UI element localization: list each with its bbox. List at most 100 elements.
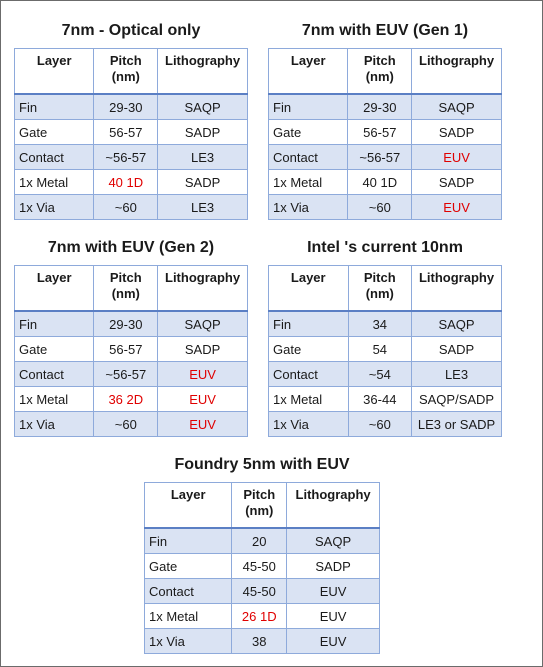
cell-litho: EUV bbox=[157, 386, 248, 412]
cell-layer: 1x Via bbox=[267, 194, 349, 220]
cell-litho: EUV bbox=[411, 194, 502, 220]
table-row: Fin 20 SAQP bbox=[143, 527, 380, 554]
header-pitch-text: Pitch (nm) bbox=[109, 53, 142, 84]
table-row: Fin 29-30 SAQP bbox=[267, 93, 502, 120]
table-title: 7nm with EUV (Gen 1) bbox=[301, 22, 469, 39]
cell-litho: LE3 or SADP bbox=[411, 411, 502, 437]
table-title: Foundry 5nm with EUV bbox=[174, 456, 350, 473]
header-pitch-text: Pitch (nm) bbox=[243, 487, 276, 518]
cell-litho: LE3 bbox=[411, 361, 502, 387]
header-lithography: Lithography bbox=[157, 265, 248, 312]
cell-layer: 1x Via bbox=[143, 628, 233, 654]
cell-litho: EUV bbox=[157, 361, 248, 387]
table-row: Gate 56-57 SADP bbox=[13, 336, 248, 362]
cell-litho: SADP bbox=[157, 336, 248, 362]
table-row: Fin 29-30 SAQP bbox=[13, 93, 248, 120]
cell-litho: SAQP bbox=[411, 310, 502, 337]
table-title: 7nm - Optical only bbox=[61, 22, 201, 39]
header-lithography-text: Lithography bbox=[165, 53, 241, 68]
cell-pitch: 40 1D bbox=[93, 169, 159, 195]
cell-pitch: ~60 bbox=[347, 411, 413, 437]
table-title: 7nm with EUV (Gen 2) bbox=[47, 239, 215, 256]
header-lithography: Lithography bbox=[411, 48, 502, 95]
header-layer-text: Layer bbox=[290, 53, 326, 68]
table-row: Contact ~56-57 LE3 bbox=[13, 144, 248, 170]
cell-layer: Gate bbox=[13, 119, 95, 145]
table-row: Gate 54 SADP bbox=[268, 336, 502, 362]
table-row: 1x Metal 40 1D SADP bbox=[13, 169, 248, 195]
cell-pitch: 45-50 bbox=[231, 553, 288, 579]
cell-litho: EUV bbox=[157, 411, 248, 437]
header-layer-text: Layer bbox=[36, 270, 72, 285]
table-row: Fin 29-30 SAQP bbox=[13, 310, 248, 337]
cell-pitch: ~56-57 bbox=[93, 144, 159, 170]
table-row: Gate 56-57 SADP bbox=[13, 119, 248, 145]
header-layer-text: Layer bbox=[170, 487, 206, 502]
cell-litho: SAQP/SADP bbox=[411, 386, 502, 412]
header-pitch: Pitch (nm) bbox=[93, 265, 159, 312]
table-row: 1x Via ~60 LE3 bbox=[13, 194, 248, 220]
table-row: 1x Metal 36-44 SAQP/SADP bbox=[268, 386, 502, 412]
table-title: Intel 's current 10nm bbox=[307, 239, 463, 256]
cell-litho: EUV bbox=[411, 144, 502, 170]
cell-pitch: ~60 bbox=[347, 194, 413, 220]
spec-table: Layer Pitch (nm) Lithography Fin 20 SAQP Gate 4… bbox=[143, 482, 380, 654]
cell-pitch: 36 2D bbox=[93, 386, 159, 412]
spec-table: Layer Pitch (nm) Lithography Fin 29-30 SAQP Ga… bbox=[13, 265, 248, 437]
header-layer: Layer bbox=[143, 482, 233, 529]
cell-litho: SADP bbox=[411, 336, 502, 362]
cell-pitch: 29-30 bbox=[93, 93, 159, 120]
cell-pitch: 56-57 bbox=[347, 119, 413, 145]
table-row: Contact ~54 LE3 bbox=[268, 361, 502, 387]
header-lithography-text: Lithography bbox=[165, 270, 241, 285]
header-pitch: Pitch (nm) bbox=[347, 265, 413, 312]
cell-litho: SADP bbox=[157, 119, 248, 145]
header-lithography-text: Lithography bbox=[418, 270, 495, 285]
cell-pitch: ~60 bbox=[93, 411, 159, 437]
header-layer: Layer bbox=[13, 265, 95, 312]
cell-pitch: 26 1D bbox=[231, 603, 288, 629]
cell-litho: SAQP bbox=[411, 93, 502, 120]
cell-layer: Contact bbox=[13, 144, 95, 170]
cell-pitch: ~54 bbox=[347, 361, 413, 387]
cell-pitch: 56-57 bbox=[93, 336, 159, 362]
cell-litho: LE3 bbox=[157, 144, 248, 170]
table-row: 1x Via ~60 LE3 or SADP bbox=[268, 411, 502, 437]
spec-table: Layer Pitch (nm) Lithography Fin 29-30 SAQP Ga… bbox=[267, 48, 502, 220]
cell-pitch: 56-57 bbox=[93, 119, 159, 145]
cell-layer: 1x Via bbox=[13, 194, 95, 220]
header-layer-text: Layer bbox=[36, 53, 72, 68]
cell-layer: Gate bbox=[13, 336, 95, 362]
cell-layer: 1x Metal bbox=[143, 603, 233, 629]
cell-litho: EUV bbox=[286, 603, 380, 629]
table-row: 1x Via 38 EUV bbox=[143, 628, 380, 654]
header-pitch: Pitch (nm) bbox=[347, 48, 413, 95]
cell-pitch: 29-30 bbox=[347, 93, 413, 120]
header-pitch-text: Pitch (nm) bbox=[363, 53, 396, 84]
header-pitch: Pitch (nm) bbox=[231, 482, 288, 529]
cell-layer: 1x Metal bbox=[13, 169, 95, 195]
header-lithography: Lithography bbox=[411, 265, 502, 312]
cell-litho: LE3 bbox=[157, 194, 248, 220]
table-row: 1x Metal 26 1D EUV bbox=[143, 603, 380, 629]
table-row: Gate 45-50 SADP bbox=[143, 553, 380, 579]
header-pitch-text: Pitch (nm) bbox=[363, 270, 396, 301]
cell-pitch: 40 1D bbox=[347, 169, 413, 195]
cell-litho: EUV bbox=[286, 628, 380, 654]
header-lithography: Lithography bbox=[286, 482, 380, 529]
cell-layer: Fin bbox=[13, 93, 95, 120]
cell-litho: SADP bbox=[157, 169, 248, 195]
cell-litho: SADP bbox=[411, 119, 502, 145]
cell-pitch: 54 bbox=[347, 336, 413, 362]
cell-layer: Contact bbox=[13, 361, 95, 387]
cell-litho: SAQP bbox=[157, 93, 248, 120]
cell-layer: 1x Via bbox=[13, 411, 95, 437]
cell-litho: SAQP bbox=[286, 527, 380, 554]
table-row: Gate 56-57 SADP bbox=[267, 119, 502, 145]
cell-layer: Fin bbox=[267, 93, 349, 120]
cell-layer: Contact bbox=[267, 144, 349, 170]
cell-layer: Contact bbox=[268, 361, 349, 387]
cell-litho: SADP bbox=[286, 553, 380, 579]
table-row: Fin 34 SAQP bbox=[268, 310, 502, 337]
header-layer: Layer bbox=[268, 265, 349, 312]
